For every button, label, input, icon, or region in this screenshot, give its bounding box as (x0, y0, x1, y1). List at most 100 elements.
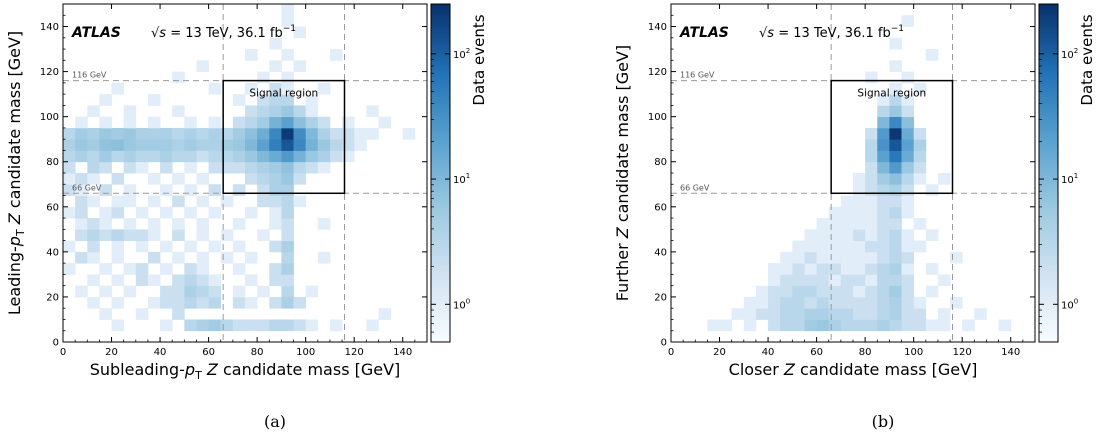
heatmap-cell (889, 218, 902, 230)
heatmap-cell (245, 173, 258, 185)
heatmap-cell (220, 150, 234, 163)
atlas-label: ATLAS (71, 25, 121, 41)
y-tick-label: 0 (661, 338, 667, 349)
heatmap-cell (743, 308, 757, 320)
heatmap-cell (877, 139, 890, 151)
heatmap-cell (111, 240, 125, 253)
heatmap-cell (792, 296, 805, 309)
heatmap-cell (208, 285, 222, 298)
heatmap-cell (925, 285, 939, 298)
heatmap-cell (184, 263, 197, 275)
heatmap-cell (293, 150, 307, 163)
heatmap-cell (281, 296, 294, 309)
heatmap-cell (87, 218, 100, 230)
heatmap-cell (913, 218, 927, 230)
heatmap-cell (804, 263, 817, 275)
heatmap-cell (828, 218, 842, 230)
heatmap-cell (293, 296, 307, 309)
colorbar-label: Data events (1078, 14, 1096, 105)
heatmap-cell (342, 116, 355, 129)
x-tick-label: 120 (953, 347, 972, 358)
heatmap-cell (865, 206, 878, 219)
heatmap-cell (184, 206, 197, 219)
heatmap-cell (780, 251, 793, 264)
heatmap-cell (196, 173, 209, 185)
heatmap-cell (378, 308, 391, 320)
heatmap-cell (889, 116, 902, 129)
heatmap-cell (123, 184, 137, 196)
heatmap-cell (75, 251, 88, 264)
heatmap-cell (804, 229, 817, 241)
heatmap-cell (865, 308, 878, 320)
heatmap-cell (245, 319, 258, 332)
heatmap-cell (160, 240, 173, 253)
x-tick-label: 100 (904, 347, 923, 358)
heatmap-cell (853, 263, 866, 275)
heatmap-cell (147, 94, 161, 106)
heatmap-cell (305, 139, 319, 151)
heatmap-cell (755, 308, 769, 320)
heatmap-cell (293, 60, 307, 72)
heatmap-cell (840, 319, 854, 332)
heatmap-cell (232, 296, 246, 309)
y-label-z: Z (5, 212, 24, 225)
heatmap-cell (111, 229, 125, 241)
heatmap-cell (865, 218, 878, 230)
heatmap-cell (317, 218, 331, 230)
energy-exp: −1 (891, 24, 904, 34)
heatmap-cell (184, 184, 197, 196)
heatmap-cell (329, 150, 343, 163)
heatmap-cell (889, 251, 902, 264)
heatmap-cell (75, 139, 88, 151)
heatmap-cell (99, 308, 112, 320)
heatmap-cell (901, 195, 915, 208)
heatmap-cell (269, 82, 282, 95)
heatmap-cell (184, 240, 197, 253)
heatmap-cell (719, 319, 733, 332)
heatmap-cell (123, 285, 137, 298)
tick-base: 10 (1061, 50, 1074, 61)
heatmap-cell (828, 251, 842, 264)
heatmap-cell (840, 195, 854, 208)
heatmap-cell (172, 173, 185, 185)
heatmap-cell (75, 150, 88, 163)
heatmap-cell (123, 195, 137, 208)
energy-s: s (767, 26, 774, 41)
heatmap-cell (877, 274, 890, 287)
heatmap-cell (147, 195, 161, 208)
heatmap-cell (877, 94, 890, 106)
colorbar-gradient (1038, 3, 1059, 343)
heatmap-cell (913, 319, 927, 332)
heatmap-cell (208, 150, 222, 163)
heatmap-cell (123, 150, 137, 163)
heatmap-cell (828, 319, 842, 332)
heatmap-cell (111, 173, 125, 185)
heatmap-cell (184, 285, 197, 298)
heatmap-cell (816, 229, 830, 241)
tick-base: 10 (453, 300, 466, 311)
heatmap-cell (245, 274, 258, 287)
heatmap-cell (172, 195, 185, 208)
heatmap-cell (281, 218, 294, 230)
heatmap-cell (257, 184, 270, 196)
heatmap-cell (865, 150, 878, 163)
tick-base: 10 (1061, 300, 1074, 311)
heatmap-cell (804, 240, 817, 253)
heatmap-cell (75, 173, 88, 185)
heatmap-cell (245, 206, 258, 219)
heatmap-cell (257, 195, 270, 208)
heatmap-cell (804, 274, 817, 287)
heatmap-cell (208, 161, 222, 174)
heatmap-cell (354, 127, 367, 140)
heatmap-cell (75, 285, 88, 298)
heatmap-cell (196, 263, 209, 275)
heatmap-cell (245, 296, 258, 309)
heatmap-cell (269, 139, 282, 151)
heatmap-cell (317, 127, 331, 140)
heatmap-cell (208, 139, 222, 151)
heatmap-cell (816, 296, 830, 309)
heatmap-cell (281, 274, 294, 287)
heatmap-cell (901, 127, 915, 140)
heatmap-cell (865, 161, 878, 174)
